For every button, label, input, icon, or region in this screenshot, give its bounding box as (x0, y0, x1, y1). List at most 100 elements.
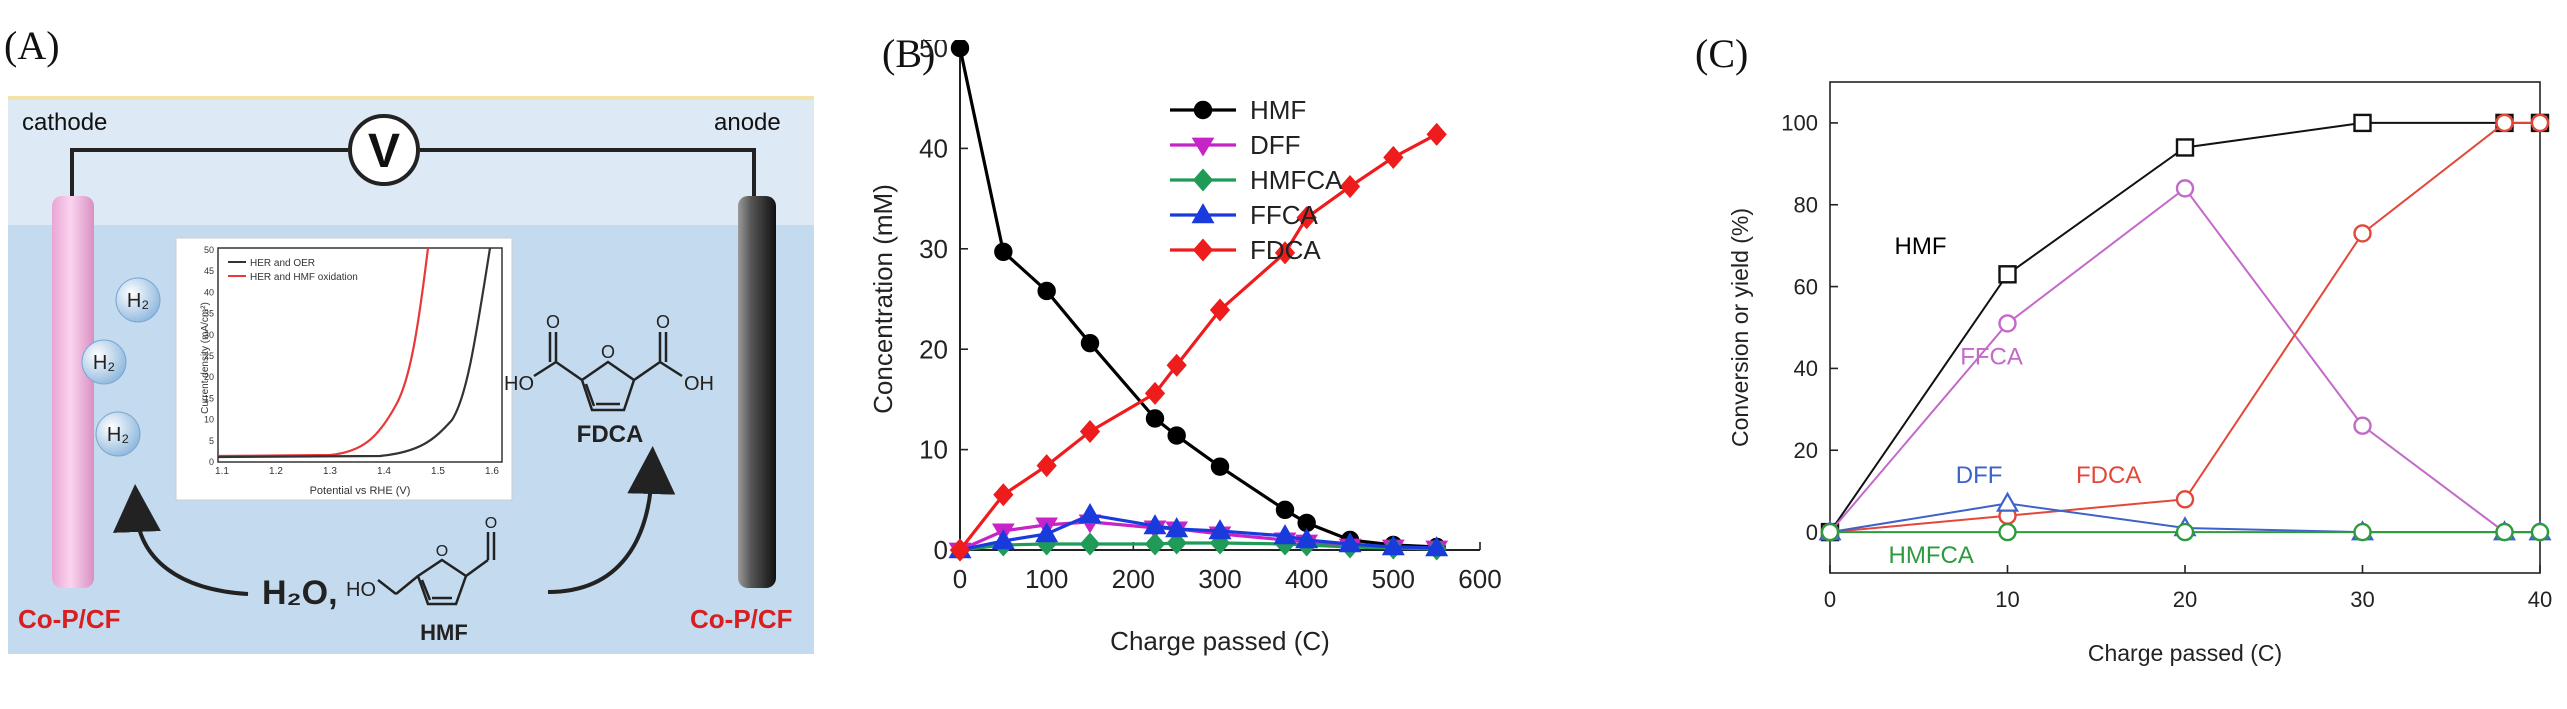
data-point-marker (1165, 517, 1189, 538)
data-point-marker (2530, 522, 2550, 542)
y-tick-label: 40 (1794, 356, 1818, 381)
data-point-marker (2175, 522, 2195, 542)
inset-ytick: 15 (204, 393, 214, 403)
inset-ytick: 20 (204, 372, 214, 382)
hmf-label: HMF (420, 620, 468, 645)
y-tick-label: 100 (1781, 111, 1818, 136)
data-point-marker (1145, 409, 1165, 428)
data-point-marker (1166, 531, 1187, 555)
x-axis-label: Charge passed (C) (1110, 626, 1330, 656)
arrow-to-fdca (547, 446, 676, 594)
data-point-marker (1143, 514, 1167, 535)
inset-ytick: 0 (209, 457, 214, 467)
inset-ytick: 50 (204, 245, 214, 255)
data-point-marker (1296, 206, 1317, 230)
legend-label: FFCA (1250, 200, 1319, 230)
inset-xlabel: Potential vs RHE (V) (310, 485, 411, 497)
series-hmf (1820, 113, 2550, 542)
data-point-marker (949, 538, 971, 562)
fdca-left-oh: HO (504, 373, 534, 395)
electrolysis-schematic: V cathode anode Co-P/CF Co-P/CF H₂ H₂ H₂… (8, 96, 814, 654)
inset-xtick: 1.5 (431, 466, 445, 477)
x-tick-label: 500 (1372, 564, 1415, 594)
data-point-marker (1079, 532, 1101, 556)
data-point-marker (1078, 503, 1102, 524)
series-hmfca (1820, 522, 2550, 542)
inset-ytick: 40 (204, 287, 214, 297)
y-axis-label: Concentration (mM) (870, 184, 898, 414)
inset-ylabel: Current density (mA/cm²) (200, 302, 211, 414)
polarization-inset: 1.1 1.2 1.3 1.4 1.5 1.6 0 5 10 15 20 25 30 35 40 45 50 C… (175, 237, 513, 501)
data-point-marker (2353, 522, 2372, 542)
inset-legend-1: HER and OER (250, 258, 315, 269)
legend-label: DFF (1250, 130, 1301, 160)
svg-text:H₂: H₂ (127, 290, 149, 312)
inset-xtick: 1.1 (215, 466, 229, 477)
inset-oer-curve (217, 247, 492, 459)
data-point-marker (1210, 457, 1230, 476)
fdca-right-o: O (656, 312, 670, 332)
data-point-marker (1426, 122, 1447, 146)
data-point-marker (1383, 145, 1404, 169)
y-tick-label: 20 (1794, 438, 1818, 463)
legend-label: HMF (1250, 95, 1306, 125)
y-tick-label: 10 (919, 435, 948, 465)
anode-wire (420, 148, 756, 198)
data-point-marker (1998, 265, 2017, 284)
data-point-marker (2495, 113, 2514, 133)
data-point-marker (2530, 113, 2550, 133)
data-point-marker (2175, 179, 2195, 198)
chart-b: 0 100 200 300 400 500 600 0 10 20 30 40 50 Charge pas… (870, 40, 1502, 656)
x-tick-label: 30 (2350, 587, 2374, 612)
data-point-marker (2353, 416, 2372, 435)
data-point-marker (1192, 168, 1214, 192)
fdca-structure (533, 332, 683, 412)
data-point-marker (1144, 532, 1166, 556)
data-point-marker (1273, 524, 1297, 545)
data-point-marker (1080, 333, 1100, 353)
inset-xtick: 1.6 (485, 466, 499, 477)
inset-hmf-curve (217, 247, 430, 458)
inset-ytick: 45 (204, 266, 214, 276)
series-annotation: FFCA (1960, 343, 2023, 370)
series-fdca (1820, 113, 2550, 542)
data-point-marker (2495, 522, 2514, 542)
data-point-marker (1425, 536, 1449, 557)
x-tick-label: 40 (2528, 587, 2552, 612)
inset-xtick: 1.4 (377, 466, 391, 477)
y-tick-label: 0 (1806, 520, 1818, 545)
fdca-right-oh: OH (684, 373, 714, 395)
inset-ytick: 25 (204, 351, 214, 361)
series-line-fdca (958, 132, 1438, 551)
voltmeter-symbol: V (368, 125, 400, 178)
inset-ytick: 10 (204, 415, 214, 425)
chart-c: 0 10 20 30 40 0 20 40 60 80 100 Charge passed (C) Co… (1727, 81, 2552, 666)
cathode-wire (70, 148, 348, 198)
data-point-marker (1275, 500, 1295, 520)
data-point-marker (1037, 281, 1056, 301)
hmf-oh: HO (346, 579, 376, 601)
series-line-hmf (958, 47, 1437, 549)
data-point-marker (1079, 420, 1101, 444)
series-fdca (949, 122, 1447, 562)
data-point-marker (1166, 353, 1187, 377)
inset-xtick: 1.3 (323, 466, 337, 477)
data-point-marker (1167, 426, 1186, 445)
data-point-marker (2353, 113, 2372, 133)
x-tick-label: 20 (2173, 587, 2197, 612)
legend-label: HMFCA (1250, 165, 1343, 195)
cathode-material-label: Co-P/CF (18, 604, 121, 634)
x-tick-label: 300 (1198, 564, 1241, 594)
y-tick-label: 30 (919, 234, 948, 264)
data-point-marker (994, 242, 1013, 262)
data-point-marker (1036, 454, 1057, 478)
data-point-marker (1144, 381, 1166, 405)
h2-bubble: H₂ (115, 277, 161, 323)
hmf-ring-o: O (436, 543, 448, 560)
series-annotation: DFF (1956, 462, 2003, 489)
data-point-marker (1192, 238, 1214, 262)
data-point-marker (1191, 137, 1215, 157)
y-axis-label: Conversion or yield (%) (1727, 208, 1753, 447)
cathode-electrode (52, 196, 94, 588)
inset-ytick: 35 (204, 309, 214, 319)
